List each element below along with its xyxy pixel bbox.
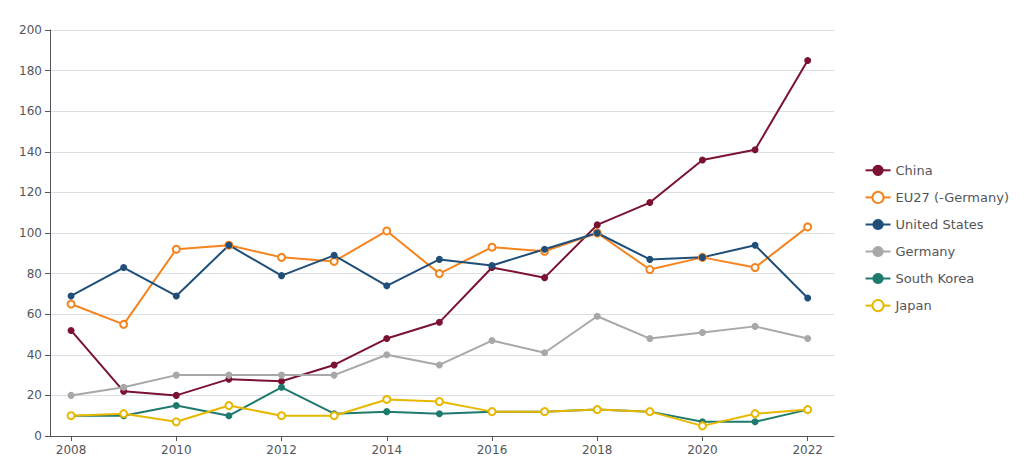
svg-text:2014: 2014 — [371, 443, 402, 457]
svg-text:180: 180 — [19, 64, 42, 78]
svg-text:Japan: Japan — [895, 298, 932, 313]
svg-text:100: 100 — [19, 226, 42, 240]
svg-text:60: 60 — [27, 307, 42, 321]
svg-text:40: 40 — [27, 348, 42, 362]
svg-text:United States: United States — [896, 217, 984, 232]
svg-text:2012: 2012 — [266, 443, 297, 457]
svg-text:0: 0 — [34, 429, 42, 443]
svg-text:South Korea: South Korea — [896, 271, 975, 286]
svg-text:2010: 2010 — [161, 443, 192, 457]
svg-text:120: 120 — [19, 185, 42, 199]
svg-text:EU27 (-Germany): EU27 (-Germany) — [896, 190, 1009, 205]
svg-text:200: 200 — [19, 23, 42, 37]
svg-text:2020: 2020 — [687, 443, 718, 457]
svg-text:Germany: Germany — [896, 244, 956, 259]
svg-text:160: 160 — [19, 104, 42, 118]
svg-text:2018: 2018 — [582, 443, 613, 457]
svg-text:20: 20 — [27, 388, 42, 402]
svg-text:2016: 2016 — [477, 443, 508, 457]
svg-text:2008: 2008 — [56, 443, 87, 457]
svg-text:80: 80 — [27, 267, 42, 281]
svg-text:2022: 2022 — [792, 443, 823, 457]
svg-text:140: 140 — [19, 145, 42, 159]
svg-text:China: China — [896, 163, 933, 178]
